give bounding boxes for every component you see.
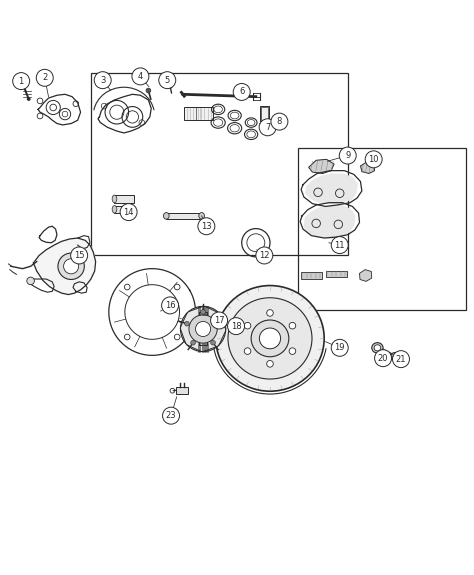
Circle shape xyxy=(58,253,84,279)
Circle shape xyxy=(201,310,205,315)
Ellipse shape xyxy=(251,320,289,356)
Circle shape xyxy=(256,247,273,264)
Bar xyxy=(261,108,268,120)
Circle shape xyxy=(159,72,176,89)
Ellipse shape xyxy=(374,345,381,351)
Text: 13: 13 xyxy=(201,222,212,231)
Bar xyxy=(166,213,201,219)
Circle shape xyxy=(191,340,195,345)
Circle shape xyxy=(271,113,288,130)
Circle shape xyxy=(71,247,88,264)
Circle shape xyxy=(13,72,30,90)
Circle shape xyxy=(244,348,251,354)
Circle shape xyxy=(392,351,410,367)
Circle shape xyxy=(331,236,348,254)
Text: 21: 21 xyxy=(396,355,406,363)
Circle shape xyxy=(174,284,180,290)
Circle shape xyxy=(210,340,215,345)
Circle shape xyxy=(331,339,348,356)
Polygon shape xyxy=(359,270,372,281)
Bar xyxy=(184,107,202,120)
Bar xyxy=(199,312,207,346)
Circle shape xyxy=(184,321,189,326)
Circle shape xyxy=(339,147,356,164)
Circle shape xyxy=(196,321,210,336)
Circle shape xyxy=(132,68,149,85)
Bar xyxy=(301,273,322,279)
Circle shape xyxy=(259,119,276,136)
Circle shape xyxy=(27,97,31,101)
Circle shape xyxy=(244,323,251,329)
Circle shape xyxy=(124,334,130,340)
Ellipse shape xyxy=(228,298,312,379)
Circle shape xyxy=(228,317,245,335)
Text: 2: 2 xyxy=(42,73,47,82)
Text: 15: 15 xyxy=(74,251,84,260)
Circle shape xyxy=(289,323,296,329)
Circle shape xyxy=(146,88,151,93)
Ellipse shape xyxy=(372,343,383,353)
Text: 16: 16 xyxy=(165,301,175,310)
Text: 12: 12 xyxy=(259,251,270,260)
Text: 23: 23 xyxy=(166,411,176,420)
Circle shape xyxy=(189,315,217,343)
Polygon shape xyxy=(309,159,334,174)
Circle shape xyxy=(217,321,221,326)
Circle shape xyxy=(162,297,179,314)
Polygon shape xyxy=(360,162,374,174)
Circle shape xyxy=(94,72,111,89)
Circle shape xyxy=(198,218,215,235)
Circle shape xyxy=(365,151,382,168)
Ellipse shape xyxy=(112,195,117,202)
Text: 4: 4 xyxy=(138,72,143,81)
Text: 5: 5 xyxy=(164,76,170,85)
Bar xyxy=(176,387,188,393)
Polygon shape xyxy=(306,174,357,204)
Text: 14: 14 xyxy=(123,208,134,217)
Circle shape xyxy=(181,306,226,351)
Text: 8: 8 xyxy=(277,117,282,126)
Bar xyxy=(115,195,134,202)
Text: 10: 10 xyxy=(368,155,379,164)
Bar xyxy=(115,205,134,213)
Polygon shape xyxy=(34,238,96,294)
Text: 18: 18 xyxy=(231,321,241,331)
Circle shape xyxy=(267,310,273,316)
Circle shape xyxy=(233,83,250,101)
Text: 7: 7 xyxy=(265,123,270,132)
Circle shape xyxy=(210,312,228,329)
Ellipse shape xyxy=(216,286,324,391)
Text: 1: 1 xyxy=(18,76,24,86)
Text: 17: 17 xyxy=(214,316,224,325)
Circle shape xyxy=(267,361,273,367)
Text: 9: 9 xyxy=(345,151,350,160)
Bar xyxy=(196,107,213,120)
Bar xyxy=(326,270,347,277)
Circle shape xyxy=(36,70,53,86)
Circle shape xyxy=(374,350,392,367)
Text: 6: 6 xyxy=(239,87,245,97)
Ellipse shape xyxy=(391,352,399,360)
Circle shape xyxy=(124,284,130,290)
Circle shape xyxy=(174,334,180,340)
Ellipse shape xyxy=(199,213,204,219)
Circle shape xyxy=(289,348,296,354)
Bar xyxy=(260,106,269,121)
Polygon shape xyxy=(304,205,355,238)
Circle shape xyxy=(64,259,79,274)
Ellipse shape xyxy=(112,205,117,213)
Circle shape xyxy=(120,204,137,221)
Ellipse shape xyxy=(259,328,281,349)
Text: 19: 19 xyxy=(335,343,345,352)
Ellipse shape xyxy=(164,213,169,219)
Circle shape xyxy=(163,407,180,424)
Text: 11: 11 xyxy=(335,240,345,250)
Text: 20: 20 xyxy=(378,354,388,363)
Circle shape xyxy=(27,277,35,285)
Text: 3: 3 xyxy=(100,76,105,85)
Circle shape xyxy=(168,83,173,88)
